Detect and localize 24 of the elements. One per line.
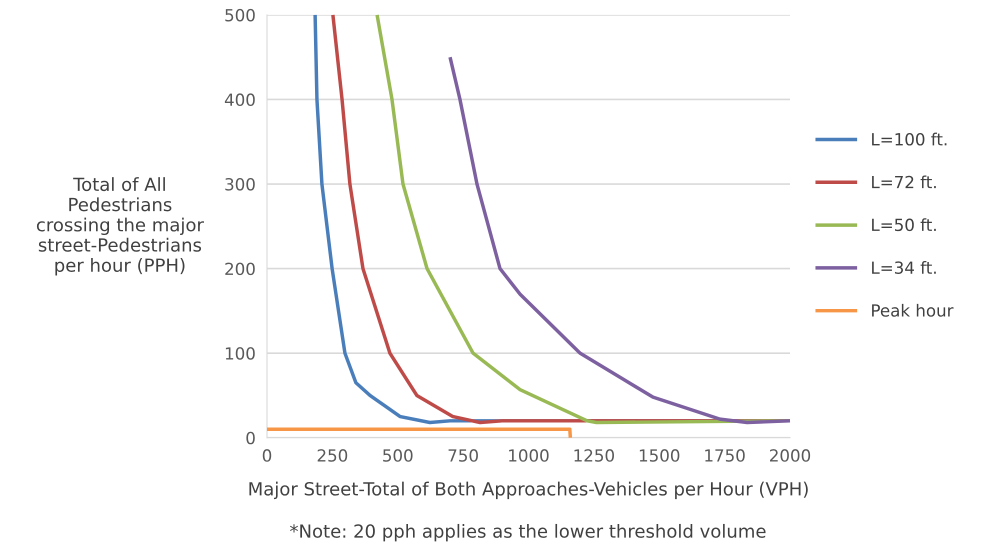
x-tick-label: 500 xyxy=(383,449,413,462)
y-tick-label: 100 xyxy=(226,347,255,360)
text: *Note: 20 pph applies as the lower threshold volume xyxy=(290,524,766,542)
x-tick-label: 250 xyxy=(318,449,348,462)
y-tick-label: 400 xyxy=(224,93,255,106)
legend-label: L=50 ft. xyxy=(872,218,936,232)
x-axis-title: Major Street-Total of Both Approaches-Vehicles per Hour (VPH) xyxy=(249,482,808,500)
x-tick-label: 1500 xyxy=(640,449,680,462)
x-tick-label: 750 xyxy=(448,449,478,462)
x-tick-label: 2000 xyxy=(770,449,810,462)
y-axis-title: Total of All Pedestrians crossing the major street-Pedestrians per hour (PPH) xyxy=(36,177,204,276)
legend-label: L=34 ft. xyxy=(872,261,936,274)
legend-label: Peak hour xyxy=(872,304,954,317)
y-tick-label: 500 xyxy=(225,8,255,22)
x-tick-label: 1750 xyxy=(705,449,745,462)
legend-label: L=72 ft. xyxy=(872,175,936,188)
x-tick-label: 1000 xyxy=(509,449,549,462)
x-tick-label: 0 xyxy=(262,449,272,462)
line-series xyxy=(448,55,792,424)
legend-label: L=100 ft. xyxy=(872,132,946,146)
y-tick-label: 200 xyxy=(225,262,255,276)
y-tick-label: 0 xyxy=(246,432,255,444)
x-tick-label: 1250 xyxy=(574,449,614,462)
y-tick-label: 300 xyxy=(225,178,255,191)
